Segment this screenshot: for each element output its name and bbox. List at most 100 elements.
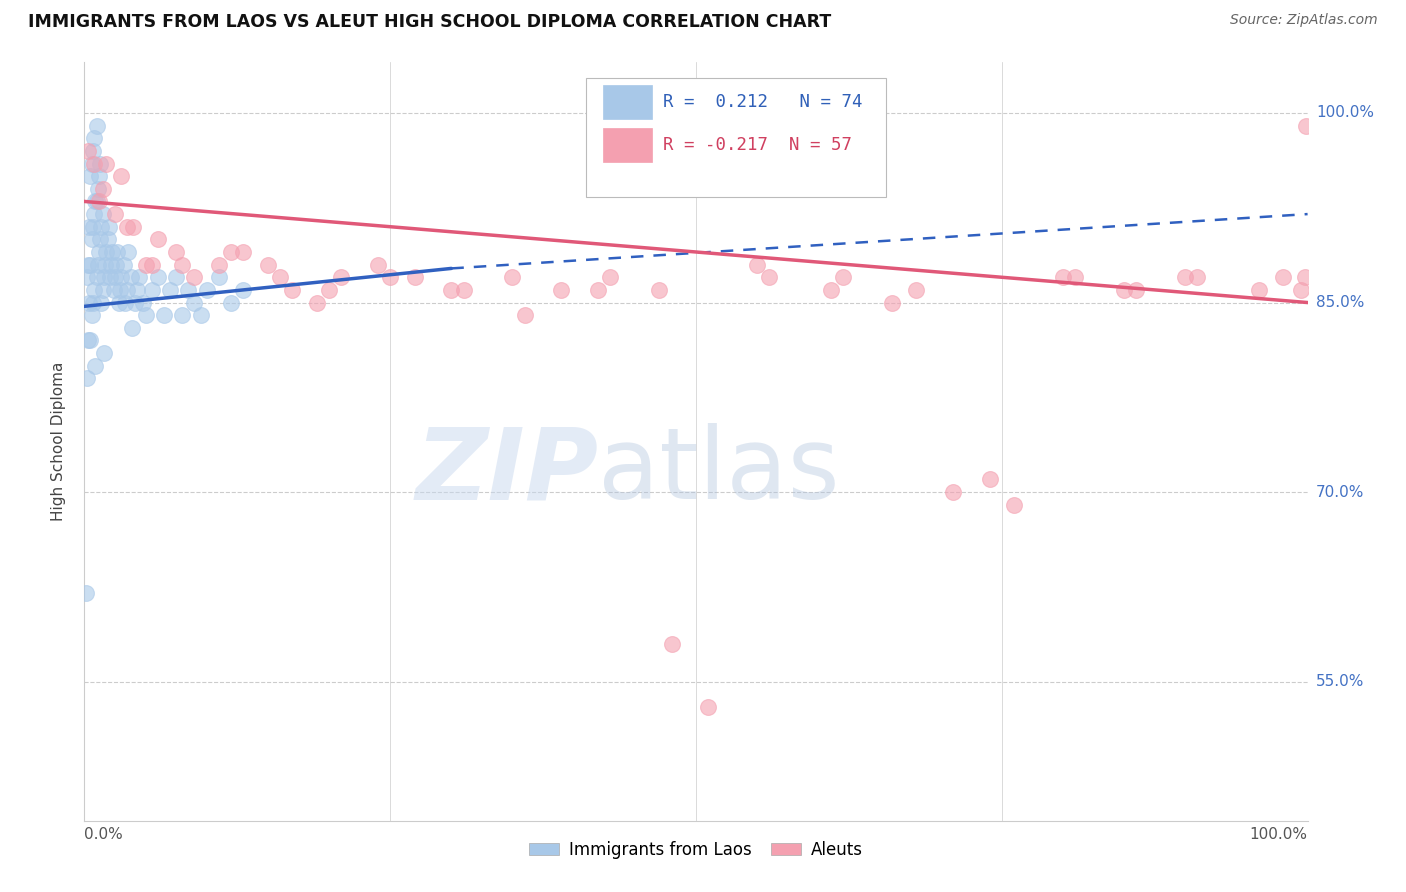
Point (91, 207, 114, 221)
Point (77, 258, 100, 272)
Point (208, 258, 231, 272)
Point (107, 295, 129, 310)
Point (96, 156, 118, 170)
Point (219, 295, 242, 310)
Point (177, 283, 200, 297)
Point (1272, 270, 1295, 285)
Point (380, 270, 402, 285)
Point (117, 244, 139, 259)
Text: 55.0%: 55.0% (1316, 674, 1364, 690)
Point (79, 334, 101, 348)
Point (758, 270, 780, 285)
Point (1125, 283, 1147, 297)
Point (942, 485, 965, 500)
Point (104, 270, 127, 285)
Point (125, 283, 148, 297)
Point (112, 258, 135, 272)
Point (90, 219, 112, 234)
FancyBboxPatch shape (603, 128, 652, 161)
Point (550, 283, 572, 297)
Point (747, 258, 769, 272)
Point (80, 232, 103, 246)
Point (89, 156, 111, 170)
Point (661, 637, 683, 651)
Point (89, 232, 111, 246)
Point (79, 258, 101, 272)
Point (79, 169, 101, 184)
Point (165, 244, 187, 259)
Point (90, 295, 112, 310)
Point (648, 283, 671, 297)
Point (269, 270, 291, 285)
Point (146, 270, 169, 285)
Point (367, 258, 389, 272)
Point (76, 371, 98, 385)
Point (100, 258, 122, 272)
Point (232, 283, 254, 297)
Point (122, 219, 145, 234)
Point (165, 270, 187, 285)
Point (87, 182, 110, 196)
Point (153, 308, 176, 322)
Point (94, 258, 117, 272)
Point (101, 244, 124, 259)
Point (96, 244, 118, 259)
Point (190, 308, 212, 322)
Point (114, 295, 136, 310)
Point (82, 144, 104, 158)
Text: 100.0%: 100.0% (1316, 105, 1374, 120)
Point (208, 270, 231, 285)
Point (115, 283, 138, 297)
Point (979, 473, 1001, 487)
Point (831, 270, 853, 285)
Point (83, 156, 105, 170)
Point (183, 295, 205, 310)
Text: ZIP: ZIP (415, 424, 598, 520)
Point (905, 283, 928, 297)
FancyBboxPatch shape (603, 85, 652, 119)
Point (1052, 270, 1074, 285)
Point (135, 308, 157, 322)
Point (513, 308, 536, 322)
Text: atlas: atlas (598, 424, 839, 520)
Point (87, 169, 110, 184)
Point (80, 308, 103, 322)
Point (1187, 270, 1209, 285)
Point (97, 219, 120, 234)
Point (75, 586, 97, 600)
Text: 70.0%: 70.0% (1316, 484, 1364, 500)
Point (91, 182, 114, 196)
Text: 100.0%: 100.0% (1250, 827, 1308, 842)
Point (98, 270, 121, 285)
Point (76, 270, 98, 285)
Point (599, 270, 621, 285)
Point (1002, 498, 1025, 512)
Point (135, 258, 157, 272)
Point (141, 283, 163, 297)
Text: R = -0.217  N = 57: R = -0.217 N = 57 (664, 136, 852, 154)
Point (172, 258, 194, 272)
Point (104, 207, 127, 221)
Point (110, 169, 132, 184)
Point (132, 295, 155, 310)
Point (172, 308, 194, 322)
Point (141, 258, 163, 272)
Point (105, 258, 128, 272)
Point (77, 295, 100, 310)
Legend: Immigrants from Laos, Aleuts: Immigrants from Laos, Aleuts (522, 834, 870, 865)
Point (91, 283, 114, 297)
Point (80, 156, 103, 170)
Point (281, 283, 304, 297)
Point (330, 270, 353, 285)
Point (86, 119, 108, 133)
Point (453, 283, 475, 297)
Text: 85.0%: 85.0% (1316, 295, 1364, 310)
Point (1295, 119, 1317, 133)
Point (404, 270, 426, 285)
Point (87, 194, 110, 209)
Point (93, 270, 115, 285)
Point (219, 244, 242, 259)
Point (87, 258, 110, 272)
Point (1114, 283, 1136, 297)
Point (83, 207, 105, 221)
